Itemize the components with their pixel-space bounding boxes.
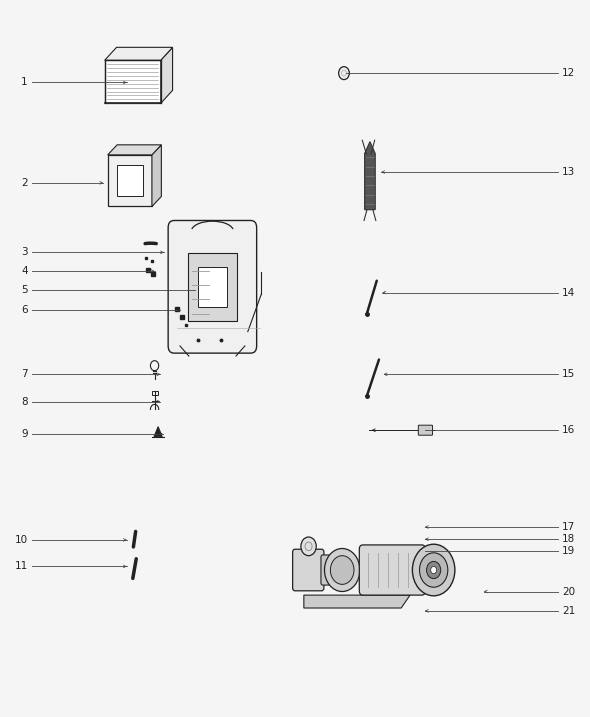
Polygon shape (188, 253, 237, 321)
Circle shape (301, 537, 316, 556)
Circle shape (427, 561, 441, 579)
Polygon shape (107, 155, 152, 206)
Text: 16: 16 (562, 425, 575, 435)
Text: 10: 10 (15, 535, 28, 545)
Circle shape (419, 553, 448, 587)
Circle shape (412, 544, 455, 596)
Circle shape (330, 556, 354, 584)
Text: 12: 12 (562, 68, 575, 78)
FancyBboxPatch shape (418, 425, 432, 435)
Text: 19: 19 (562, 546, 575, 556)
Text: 15: 15 (562, 369, 575, 379)
Text: 1: 1 (21, 77, 28, 87)
Text: 5: 5 (21, 285, 28, 295)
Polygon shape (105, 60, 160, 103)
Text: 11: 11 (15, 561, 28, 571)
Text: 9: 9 (21, 429, 28, 439)
FancyBboxPatch shape (168, 221, 257, 353)
Text: 8: 8 (21, 397, 28, 407)
Text: 2: 2 (21, 178, 28, 188)
Text: 4: 4 (21, 266, 28, 276)
Text: 6: 6 (21, 305, 28, 315)
Polygon shape (304, 595, 410, 608)
Polygon shape (117, 165, 143, 196)
Text: 17: 17 (562, 522, 575, 532)
Polygon shape (365, 142, 375, 209)
Text: 3: 3 (21, 247, 28, 257)
Polygon shape (107, 145, 162, 155)
Text: 7: 7 (21, 369, 28, 379)
Polygon shape (160, 47, 173, 103)
Polygon shape (154, 427, 162, 437)
FancyBboxPatch shape (359, 545, 425, 595)
Polygon shape (105, 47, 173, 60)
Circle shape (324, 549, 360, 592)
Circle shape (339, 67, 349, 80)
Circle shape (431, 566, 437, 574)
Polygon shape (198, 267, 227, 307)
Text: 13: 13 (562, 167, 575, 177)
FancyBboxPatch shape (321, 555, 337, 585)
Polygon shape (152, 145, 162, 206)
FancyBboxPatch shape (293, 549, 324, 591)
Text: 14: 14 (562, 288, 575, 298)
Text: 20: 20 (562, 587, 575, 597)
Text: 18: 18 (562, 534, 575, 544)
Text: 21: 21 (562, 606, 575, 616)
